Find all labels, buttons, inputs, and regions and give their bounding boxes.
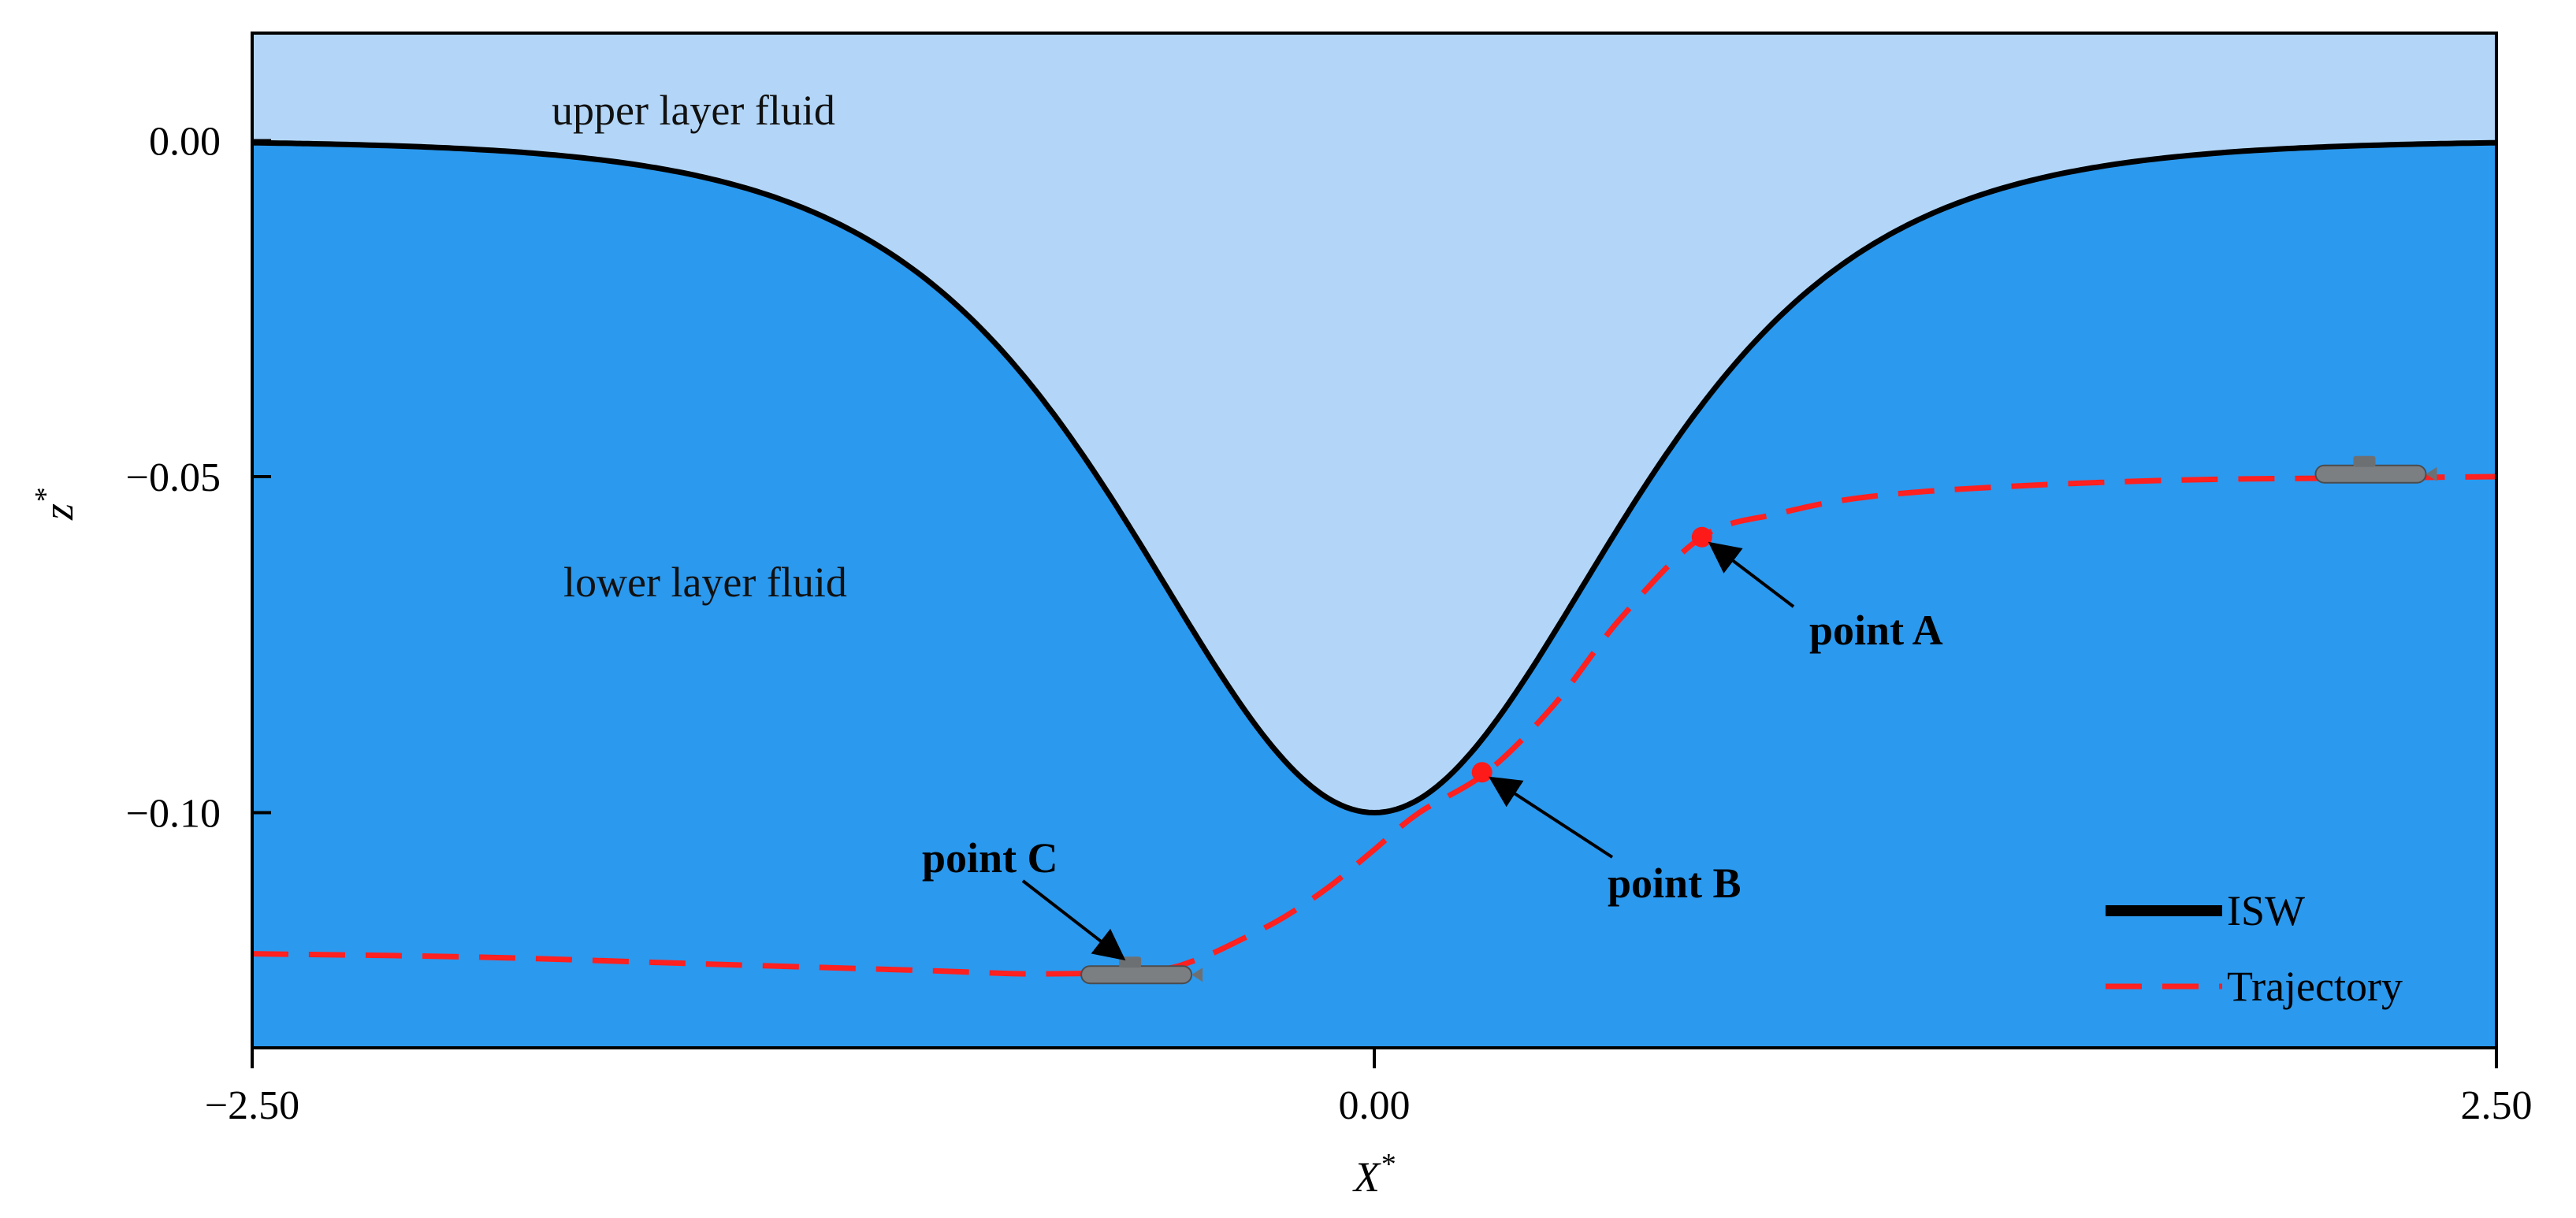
point-label: point B: [1608, 860, 1741, 907]
upper-layer-label: upper layer fluid: [552, 87, 835, 134]
x-tick-label: −2.50: [205, 1083, 299, 1128]
trajectory-point-marker: [1691, 526, 1712, 548]
ticks-layer: −2.50 0.00 2.50 0.00 −0.05 −0.10: [126, 119, 2533, 1128]
point-arrow: [1489, 776, 1614, 859]
legend-isw-label: ISW: [2227, 887, 2305, 934]
point-arrow: [1021, 879, 1126, 961]
y-tick-label: 0.00: [149, 119, 221, 164]
legend-trajectory-label: Trajectory: [2227, 963, 2403, 1010]
legend: ISW Trajectory: [2106, 887, 2403, 1010]
point-label: point A: [1809, 607, 1943, 654]
x-tick-label: 2.50: [2461, 1083, 2533, 1128]
x-axis-title-superscript: *: [1380, 1148, 1395, 1181]
lower-layer-region: [252, 143, 2496, 1048]
point-arrow: [1708, 541, 1795, 608]
submarines-layer: [1080, 455, 2437, 985]
point-annotations: point A point B point C: [922, 541, 1943, 961]
y-tick-label: −0.05: [126, 455, 221, 500]
trajectory-point-marker: [1471, 762, 1492, 783]
y-axis-title-superscript: *: [29, 488, 62, 503]
lower-layer-label: lower layer fluid: [563, 559, 847, 606]
plot-area: [252, 33, 2496, 1048]
x-axis-title: X*: [1352, 1148, 1395, 1201]
y-tick-label: −0.10: [126, 791, 221, 836]
y-axis-title: z*: [29, 488, 82, 521]
submarine-icon: [2314, 455, 2437, 484]
point-label: point C: [922, 834, 1058, 882]
trajectory-series-line: [252, 473, 2496, 977]
points-layer: [1471, 526, 1712, 783]
x-tick-label: 0.00: [1339, 1083, 1411, 1128]
isw-series-line: [252, 139, 2496, 816]
